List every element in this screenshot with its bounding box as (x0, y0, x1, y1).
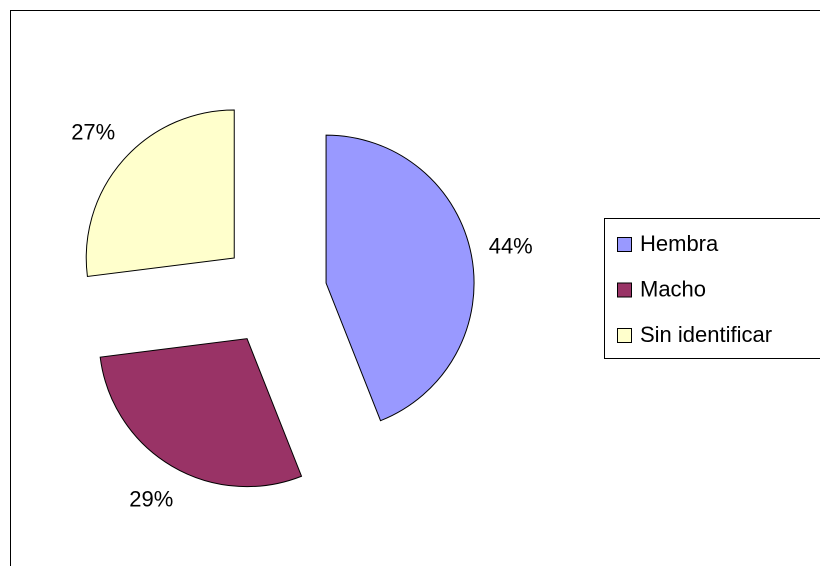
data-label: 27% (71, 119, 115, 144)
legend: Hembra Macho Sin identificar (617, 231, 772, 347)
legend-box (604, 218, 820, 359)
pie-slice (325, 134, 475, 422)
pie-slice (99, 338, 303, 488)
pie: 44% 29% 27% (71, 109, 533, 511)
legend-label: Hembra (640, 231, 719, 256)
legend-label: Sin identificar (640, 322, 772, 347)
data-label: 29% (129, 486, 173, 511)
pie-slice (85, 109, 235, 278)
data-label: 44% (489, 234, 533, 259)
legend-swatch (617, 282, 632, 298)
legend-swatch (617, 237, 632, 252)
legend-label: Macho (640, 276, 706, 301)
legend-swatch (617, 328, 632, 343)
